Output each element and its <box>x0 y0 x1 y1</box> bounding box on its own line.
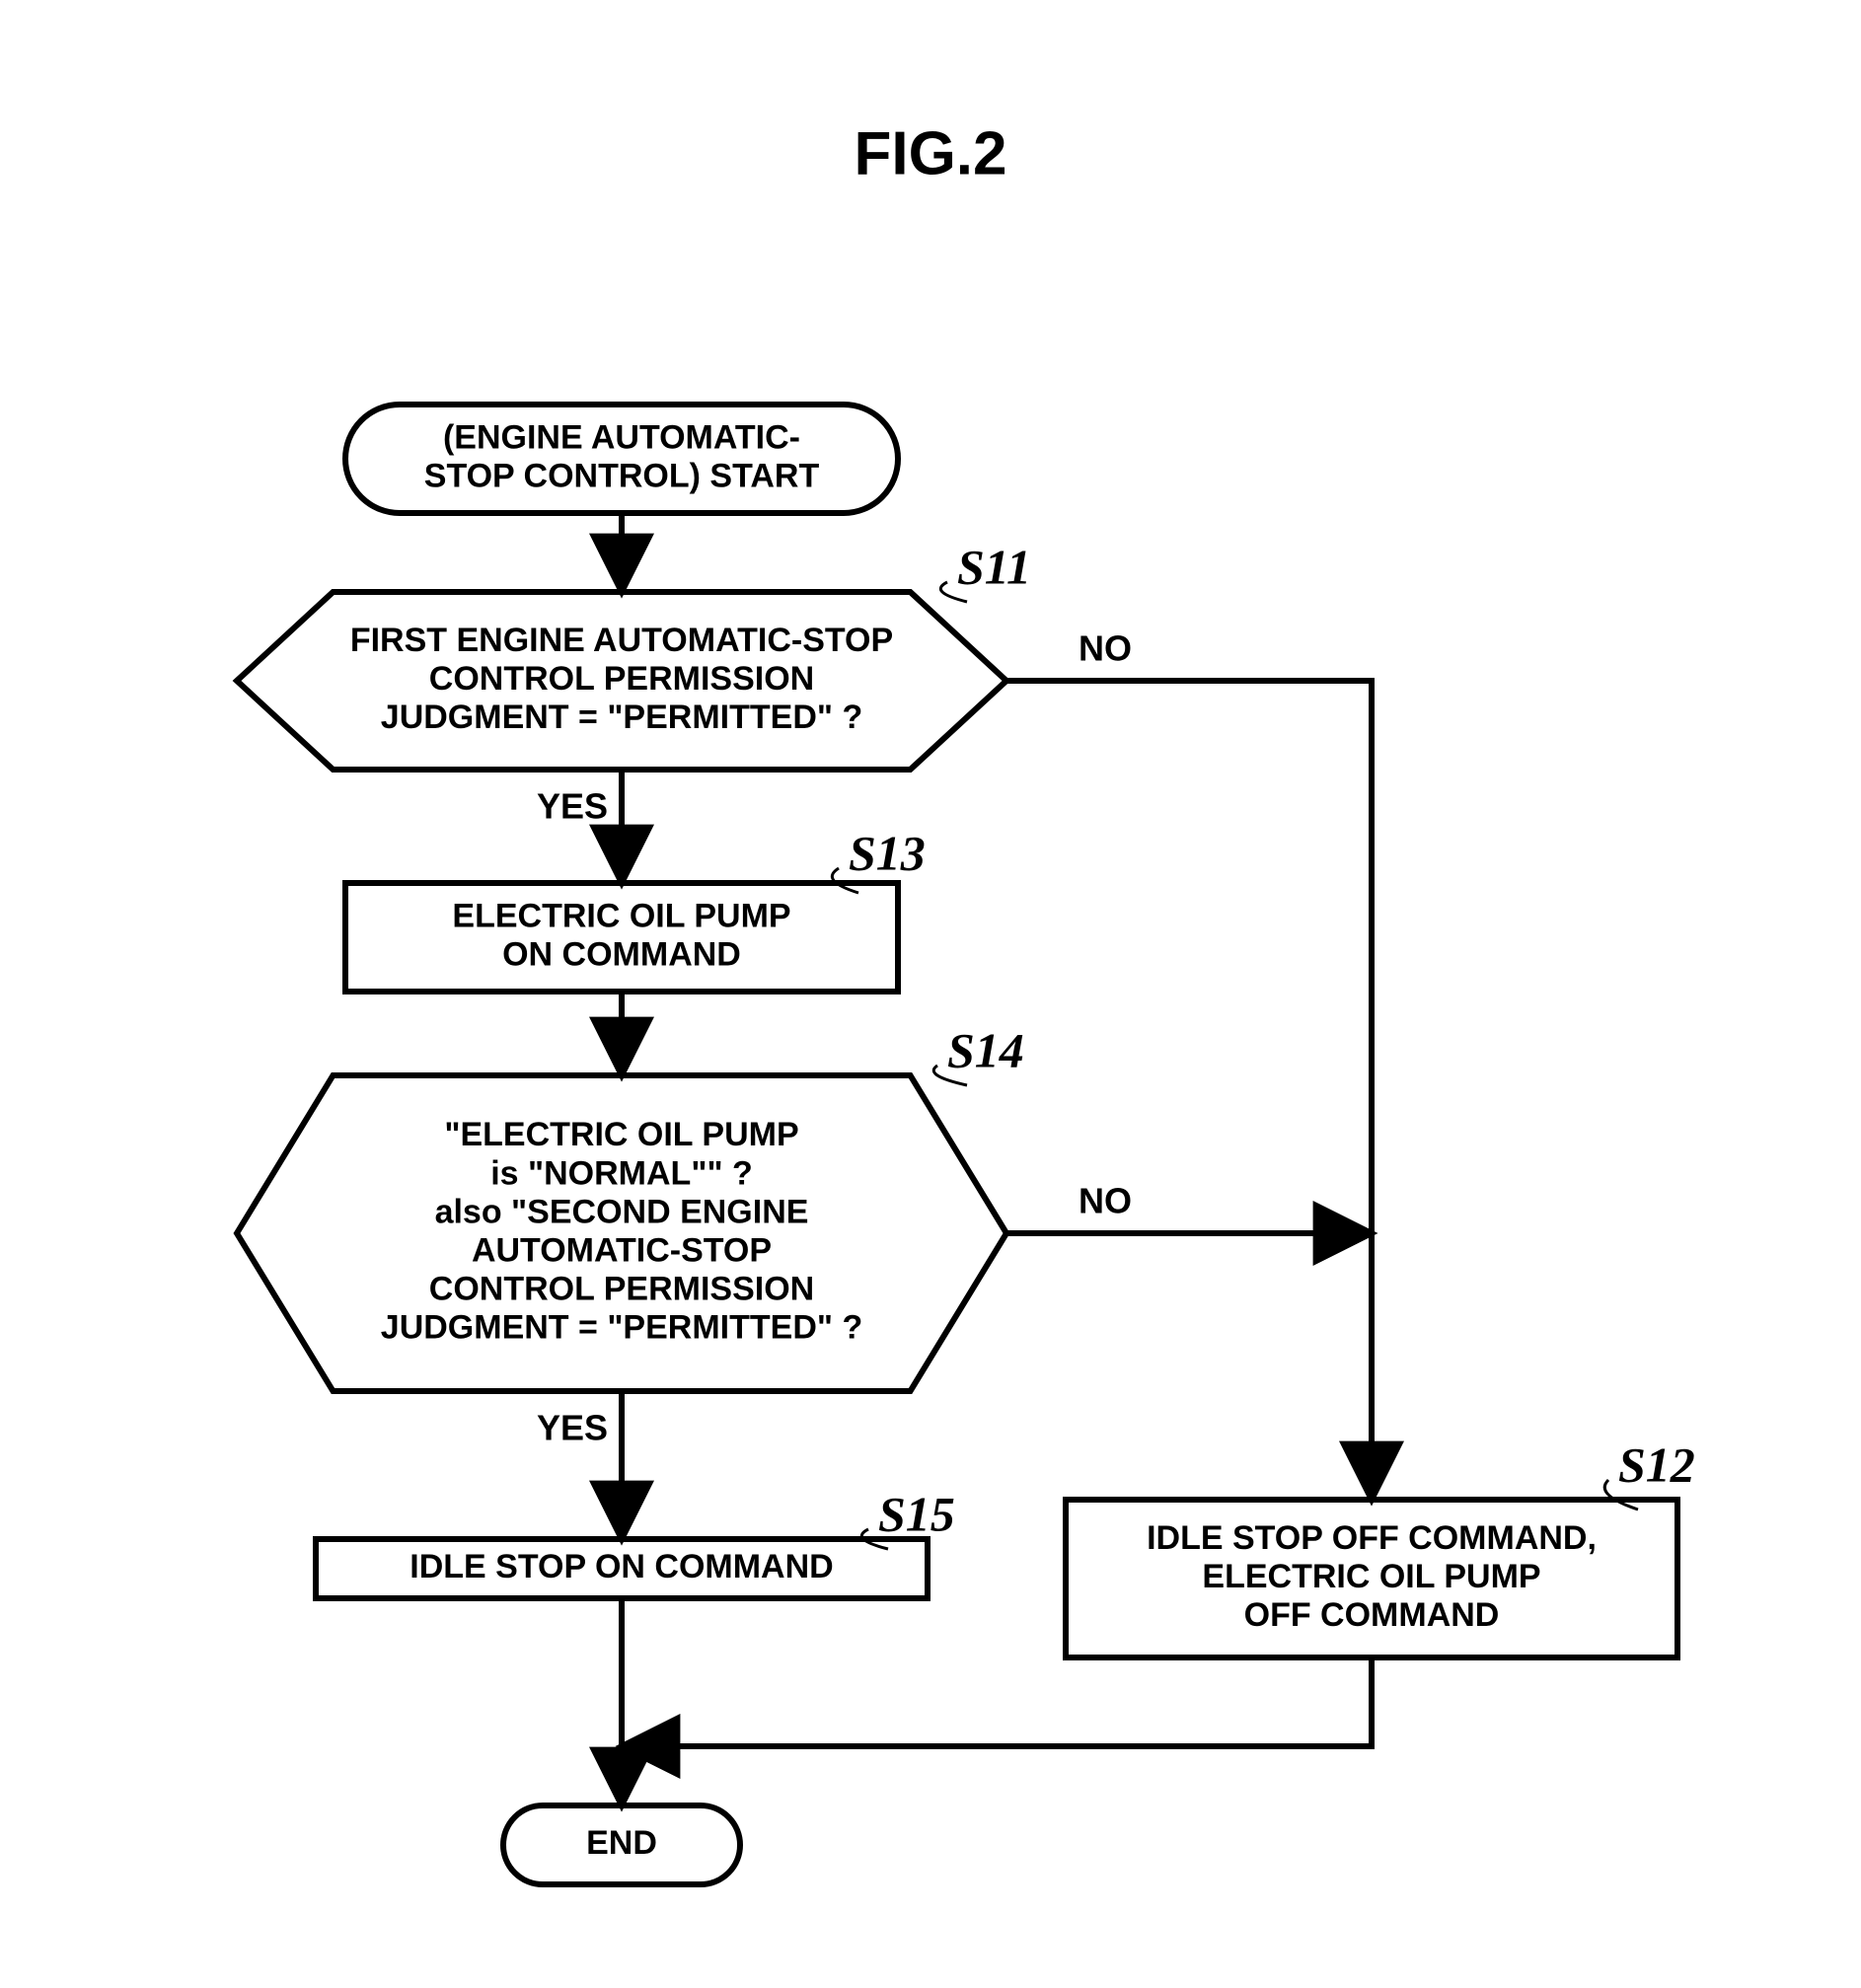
node-s13-line-0: ELECTRIC OIL PUMP <box>452 897 790 934</box>
flowchart: FIG.2 YES YES NO NO (ENGINE AUTOMATIC-STOP CO… <box>0 0 1861 1988</box>
step-label-s13: S13 <box>849 825 926 880</box>
node-s14-line-0: "ELECTRIC OIL PUMP <box>444 1116 798 1153</box>
edge-label-yes: YES <box>537 1408 608 1448</box>
step-label-s12: S12 <box>1618 1436 1695 1492</box>
node-end-line-0: END <box>586 1824 657 1862</box>
node-s11-line-0: FIRST ENGINE AUTOMATIC-STOP <box>350 622 893 659</box>
step-label-s11: S11 <box>957 539 1031 594</box>
node-s11-line-2: JUDGMENT = "PERMITTED" ? <box>381 699 862 736</box>
node-s11-line-1: CONTROL PERMISSION <box>429 660 814 698</box>
edge-label-yes: YES <box>537 786 608 827</box>
node-s14-line-3: AUTOMATIC-STOP <box>472 1232 772 1270</box>
figure-title: FIG.2 <box>854 119 1006 187</box>
edge-label-no: NO <box>1079 628 1132 669</box>
node-s12-line-2: OFF COMMAND <box>1244 1596 1500 1634</box>
node-s14-line-2: also "SECOND ENGINE <box>435 1193 809 1230</box>
step-label-s14: S14 <box>947 1022 1024 1077</box>
node-s13-line-1: ON COMMAND <box>502 936 741 974</box>
node-s15-line-0: IDLE STOP ON COMMAND <box>409 1548 833 1585</box>
node-s12-line-1: ELECTRIC OIL PUMP <box>1202 1558 1540 1595</box>
step-label-s15: S15 <box>878 1486 955 1541</box>
node-s14-line-1: is "NORMAL"" ? <box>490 1154 753 1192</box>
node-start-line-1: STOP CONTROL) START <box>424 458 820 495</box>
node-s14-line-5: JUDGMENT = "PERMITTED" ? <box>381 1309 862 1347</box>
edge-label-no: NO <box>1079 1181 1132 1221</box>
node-start-line-0: (ENGINE AUTOMATIC- <box>443 418 800 456</box>
node-s12-line-0: IDLE STOP OFF COMMAND, <box>1147 1519 1597 1557</box>
node-s14-line-4: CONTROL PERMISSION <box>429 1271 814 1308</box>
